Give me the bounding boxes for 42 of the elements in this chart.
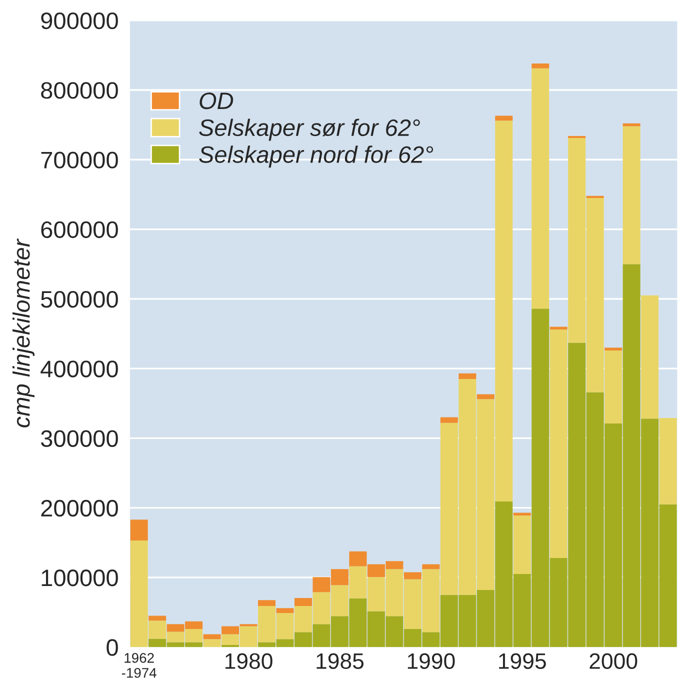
y-tick-label: 900000 <box>41 12 118 30</box>
bar <box>440 417 458 423</box>
bar <box>276 608 294 613</box>
y-axis-title: cmp linjekilometer <box>12 238 35 428</box>
y-tick-label: 200000 <box>41 500 118 517</box>
bar <box>604 348 622 350</box>
bar <box>513 512 531 516</box>
bar <box>495 116 513 121</box>
x-tick-label: 1995 <box>499 653 546 669</box>
bar <box>222 626 240 634</box>
bar <box>422 564 440 570</box>
bar <box>476 394 494 400</box>
x-tick-label: 1985 <box>316 653 364 669</box>
y-tick-label: 500000 <box>41 290 118 308</box>
bar <box>458 373 476 379</box>
x-tick-label: 1980 <box>226 653 272 669</box>
bar <box>513 515 531 574</box>
bar <box>130 520 148 541</box>
bar <box>203 634 221 640</box>
y-tick-label: 100000 <box>42 570 118 586</box>
bar <box>532 64 550 68</box>
y-tick-label: 400000 <box>40 360 118 378</box>
x-tick-label: 2000 <box>590 653 638 669</box>
bar <box>294 598 312 606</box>
y-tick-label: 300000 <box>40 430 118 447</box>
bar <box>550 326 568 330</box>
y-tick-label: 700000 <box>41 152 118 168</box>
bar <box>622 126 640 264</box>
bar <box>532 68 550 309</box>
y-tick-label: 800000 <box>41 82 118 99</box>
bar <box>258 600 276 606</box>
y-tick-label: 600000 <box>41 221 118 238</box>
y-tick-label: 0 <box>106 639 118 656</box>
bar <box>404 572 422 580</box>
legend-label: OD <box>200 92 234 110</box>
bar <box>568 136 586 138</box>
legend-label: Selskaper nord for 62° <box>199 146 434 168</box>
legend-label: Selskaper sør for 62° <box>199 118 420 141</box>
bar <box>622 123 640 126</box>
bar <box>148 616 166 621</box>
x-tick-label: 1962 -1974 <box>122 653 156 678</box>
x-tick-label: 1990 <box>408 653 455 669</box>
